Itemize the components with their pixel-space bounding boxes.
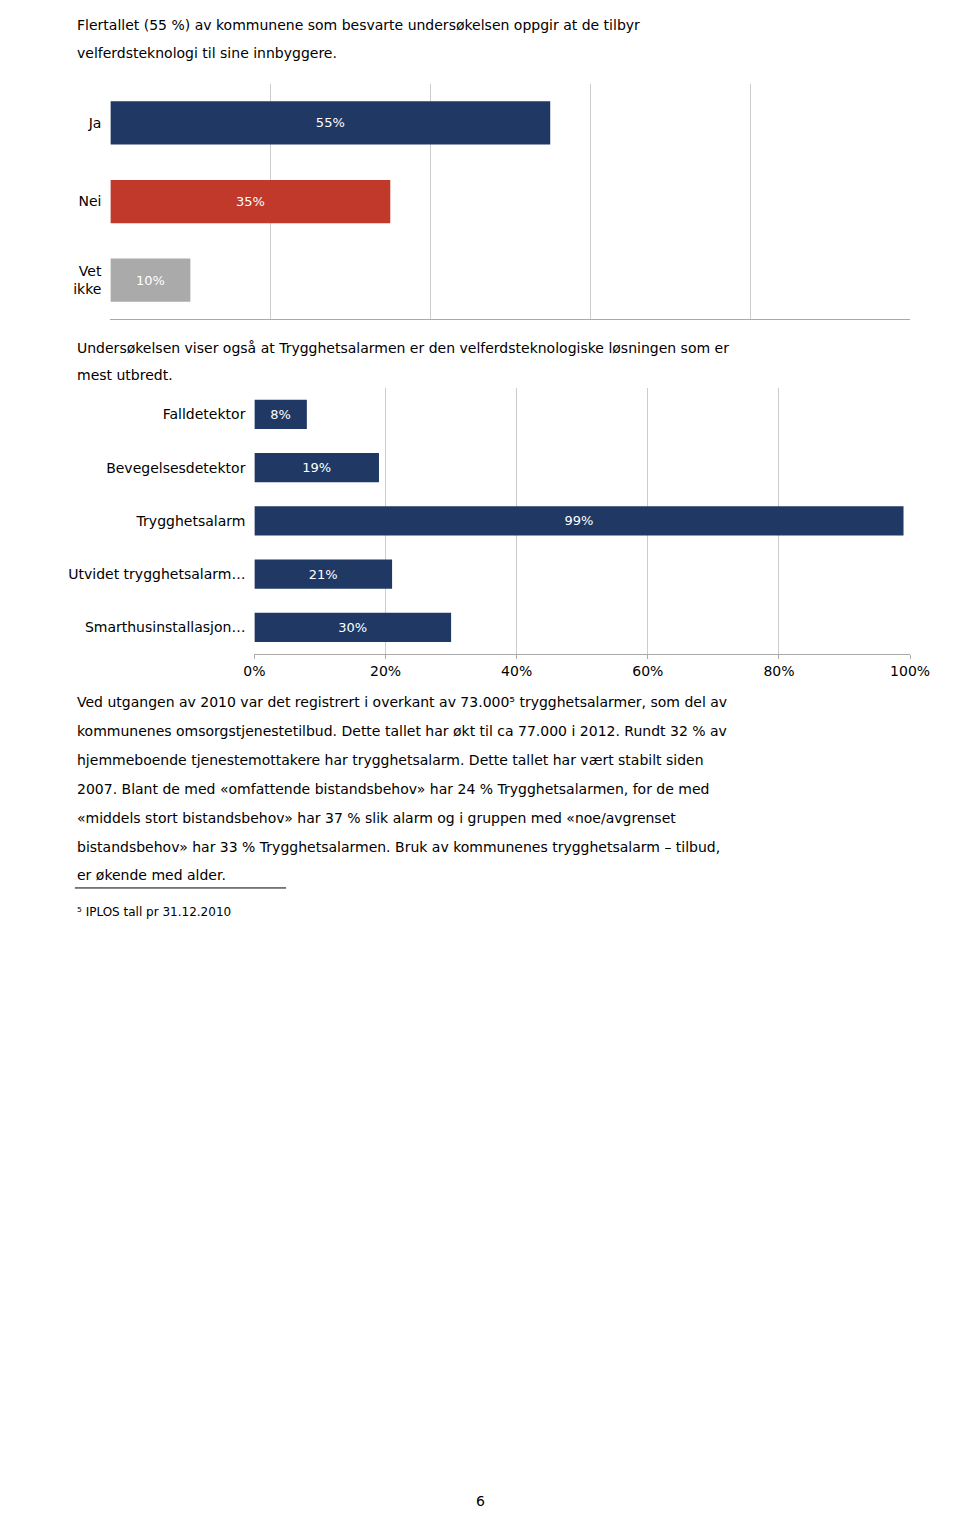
svg-text:0%: 0% <box>243 663 265 679</box>
svg-text:8%: 8% <box>270 407 291 422</box>
svg-text:Undersøkelsen viser også at Tr: Undersøkelsen viser også at Trygghetsala… <box>77 340 729 356</box>
svg-text:30%: 30% <box>338 620 367 635</box>
svg-text:«middels stort bistandsbehov»: «middels stort bistandsbehov» har 37 % s… <box>77 810 676 826</box>
svg-text:100%: 100% <box>890 663 930 679</box>
svg-text:20%: 20% <box>370 663 401 679</box>
svg-text:Trygghetsalarm: Trygghetsalarm <box>136 513 246 529</box>
svg-text:10%: 10% <box>136 273 165 288</box>
svg-text:Ved utgangen av 2010 var det r: Ved utgangen av 2010 var det registrert … <box>77 694 727 710</box>
svg-text:2007. Blant de med «omfattende: 2007. Blant de med «omfattende bistandsb… <box>77 781 709 797</box>
svg-text:55%: 55% <box>316 115 345 130</box>
svg-text:⁵ IPLOS tall pr 31.12.2010: ⁵ IPLOS tall pr 31.12.2010 <box>77 905 231 919</box>
svg-text:velferdsteknologi til sine inn: velferdsteknologi til sine innbyggere. <box>77 45 337 61</box>
svg-text:19%: 19% <box>302 460 331 475</box>
svg-text:er økende med alder.: er økende med alder. <box>77 867 226 883</box>
svg-text:kommunenes omsorgstjenestetilb: kommunenes omsorgstjenestetilbud. Dette … <box>77 723 727 739</box>
svg-text:Flertallet (55 %) av kommunene: Flertallet (55 %) av kommunene som besva… <box>77 17 640 33</box>
svg-text:Smarthusinstallasjon…: Smarthusinstallasjon… <box>85 619 246 635</box>
svg-text:mest utbredt.: mest utbredt. <box>77 367 173 383</box>
svg-text:Nei: Nei <box>78 193 101 209</box>
svg-text:hjemmeboende tjenestemottakere: hjemmeboende tjenestemottakere har trygg… <box>77 752 704 768</box>
svg-text:Bevegelsesdetektor: Bevegelsesdetektor <box>106 460 245 476</box>
svg-text:80%: 80% <box>763 663 794 679</box>
svg-text:Utvidet trygghetsalarm…: Utvidet trygghetsalarm… <box>68 566 245 582</box>
svg-text:40%: 40% <box>501 663 532 679</box>
svg-text:Ja: Ja <box>88 115 102 131</box>
svg-text:bistandsbehov» har 33 % Tryggh: bistandsbehov» har 33 % Trygghetsalarmen… <box>77 839 720 855</box>
svg-text:21%: 21% <box>309 567 338 582</box>
svg-text:Falldetektor: Falldetektor <box>163 406 246 422</box>
svg-text:35%: 35% <box>236 194 265 209</box>
svg-text:99%: 99% <box>565 513 594 528</box>
svg-text:60%: 60% <box>632 663 663 679</box>
svg-text:6: 6 <box>476 1493 485 1509</box>
svg-text:Vetikke: Vetikke <box>73 263 102 297</box>
